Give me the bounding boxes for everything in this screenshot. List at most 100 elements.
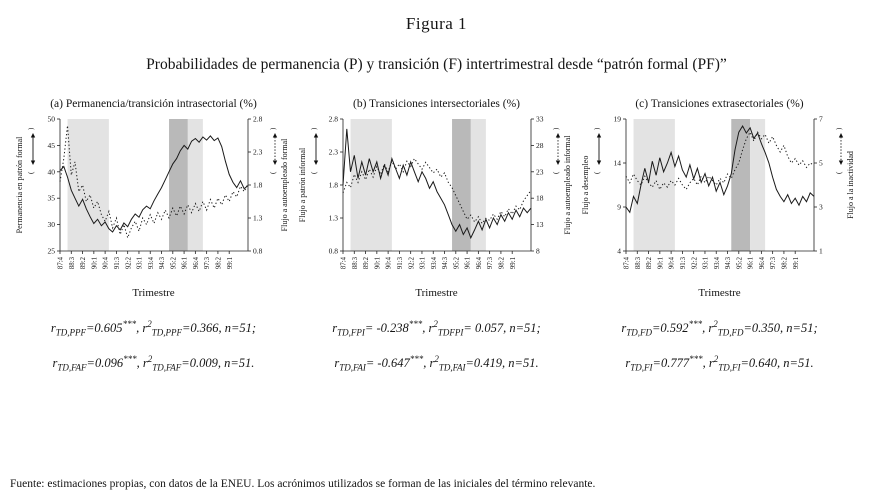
svg-text:(: (: [27, 171, 35, 174]
left-axis-tick-label: 35: [47, 194, 55, 203]
left-axis-tick-label: 4: [617, 247, 621, 256]
recession-band: [187, 119, 203, 251]
left-axis-tick-label: 40: [47, 167, 55, 176]
svg-text:): ): [552, 127, 560, 130]
x-axis-tick-label: 99:1: [792, 257, 799, 269]
x-axis-tick-label: 96:4: [192, 256, 199, 269]
x-axis-tick-label: 90:1: [657, 257, 664, 269]
x-axis-tick-label: 87:4: [340, 256, 347, 269]
x-axis-tick-label: 88:3: [351, 256, 358, 269]
x-axis-tick-label: 93:1: [702, 257, 709, 269]
series-right-dotted: [342, 157, 531, 225]
panel-title: (a) Permanencia/transición intrasectoria…: [50, 98, 257, 110]
x-axis-tick-label: 95:2: [736, 256, 743, 269]
x-axis-tick-label: 93:1: [136, 257, 143, 269]
x-axis-tick-label: 88:3: [634, 256, 641, 269]
left-axis-tick-label: 2.3: [328, 148, 338, 157]
x-axis-tick-label: 94:3: [159, 256, 166, 269]
x-axis-tick-label: 89:2: [80, 256, 87, 269]
svg-text:): ): [835, 127, 843, 130]
x-axis-tick-label: 92:2: [691, 256, 698, 269]
right-axis-tick-label: 1: [819, 247, 823, 256]
series-left-solid: [625, 124, 814, 214]
right-axis-tick-label: 23: [536, 167, 544, 176]
figure-caption: Probabilidades de permanencia (P) y tran…: [146, 56, 727, 73]
right-axis-tick-label: 2.8: [253, 115, 263, 124]
x-axis-tick-label: 95:2: [170, 256, 177, 269]
stat-line: rTD,FPI= -0.238***, r2TDFPI= 0.057, n=51…: [332, 319, 541, 338]
left-axis-title: Flujo a patrón informal: [298, 147, 307, 222]
svg-text:): ): [593, 127, 601, 130]
right-axis-tick-label: 2.3: [253, 148, 263, 157]
recession-band: [470, 119, 486, 251]
left-axis-tick-label: 30: [47, 220, 55, 229]
svg-text:): ): [310, 127, 318, 130]
stat-line: rTD,FAF=0.096***, r2TD,FAF=0.009, n=51.: [52, 353, 255, 373]
x-axis-tick-label: 89:2: [646, 256, 653, 269]
svg-text:(: (: [552, 171, 560, 174]
panel-title: (b) Transiciones intersectoriales (%): [352, 98, 521, 110]
panel-b: (b) Transiciones intersectoriales (%) 0.8…: [295, 98, 578, 388]
x-axis-tick-label: 89:2: [363, 256, 370, 269]
right-axis-tick-label: 1.3: [253, 214, 263, 223]
right-axis-tick-label: 8: [536, 247, 540, 256]
x-axis-tick-label: 93:1: [419, 257, 426, 269]
correlation-stats: rTD,FPI= -0.238***, r2TDFPI= 0.057, n=51…: [332, 319, 540, 388]
x-axis-tick-label: 90:4: [668, 256, 675, 269]
left-axis-tick-label: 0.8: [328, 247, 338, 256]
x-axis-tick-label: 90:4: [102, 256, 109, 269]
x-axis-tick-label: 96:4: [475, 256, 482, 269]
panel-title: (c) Transiciones extrasectoriales (%): [635, 98, 804, 110]
panel-a: (a) Permanencia/transición intrasectoria…: [12, 98, 295, 388]
right-axis-tick-label: 33: [536, 115, 544, 124]
right-axis-tick-label: 0.8: [253, 247, 263, 256]
x-axis-title: Trimestre: [132, 287, 175, 299]
left-axis-tick-label: 2.8: [328, 115, 338, 124]
right-axis-title: Flujo a autoempleado formal: [280, 138, 289, 231]
x-axis-tick-label: 91:3: [397, 256, 404, 269]
right-axis-title: Flujo a la inactividad: [846, 151, 855, 219]
x-axis-tick-label: 97:3: [487, 256, 494, 269]
x-axis-tick-label: 91:3: [680, 256, 687, 269]
x-axis-tick-label: 96:1: [464, 257, 471, 269]
source-note: Fuente: estimaciones propias, con datos …: [10, 478, 596, 490]
panel-c: (c) Transiciones extrasectoriales (%) 4 9 1…: [578, 98, 861, 388]
right-axis-tick-label: 3: [819, 203, 823, 212]
recession-band: [633, 119, 675, 251]
left-axis-tick-label: 1.8: [328, 181, 338, 190]
right-axis-tick-label: 5: [819, 159, 823, 168]
x-axis-tick-label: 94:3: [442, 256, 449, 269]
svg-text:(: (: [835, 171, 843, 174]
x-axis-title: Trimestre: [415, 287, 458, 299]
svg-text:(: (: [310, 171, 318, 174]
x-axis-tick-label: 98:2: [215, 256, 222, 269]
x-axis-tick-label: 93:4: [147, 256, 154, 269]
stat-line: rTD,FD=0.592***, r2TD,FD=0.350, n=51;: [621, 319, 818, 338]
svg-text:(: (: [269, 171, 277, 174]
x-axis-tick-label: 92:2: [125, 256, 132, 269]
x-axis-tick-label: 92:2: [408, 256, 415, 269]
x-axis-tick-label: 96:1: [747, 257, 754, 269]
x-axis-tick-label: 88:3: [68, 256, 75, 269]
x-axis-tick-label: 98:2: [781, 256, 788, 269]
x-axis-tick-label: 94:3: [725, 256, 732, 269]
x-axis-tick-label: 87:4: [623, 256, 630, 269]
svg-text:): ): [27, 127, 35, 130]
x-axis-tick-label: 90:1: [374, 257, 381, 269]
recession-band: [350, 119, 392, 251]
figure-number: Figura 1: [405, 14, 468, 33]
x-axis-title: Trimestre: [698, 287, 741, 299]
left-axis-tick-label: 50: [47, 115, 55, 124]
right-axis-tick-label: 18: [536, 194, 544, 203]
left-axis-tick-label: 19: [613, 115, 621, 124]
svg-text:): ): [269, 127, 277, 130]
series-left-solid: [342, 128, 531, 240]
recession-band: [749, 119, 765, 251]
left-axis-tick-label: 9: [617, 203, 621, 212]
correlation-stats: rTD,PPF=0.605***, r2TD,PPF=0.366, n=51; r…: [51, 319, 256, 388]
x-axis-tick-label: 93:4: [430, 256, 437, 269]
x-axis-tick-label: 97:3: [204, 256, 211, 269]
left-axis-title: Permanencia en patrón formal: [15, 136, 24, 233]
x-axis-tick-label: 97:3: [770, 256, 777, 269]
left-axis-tick-label: 45: [47, 141, 55, 150]
